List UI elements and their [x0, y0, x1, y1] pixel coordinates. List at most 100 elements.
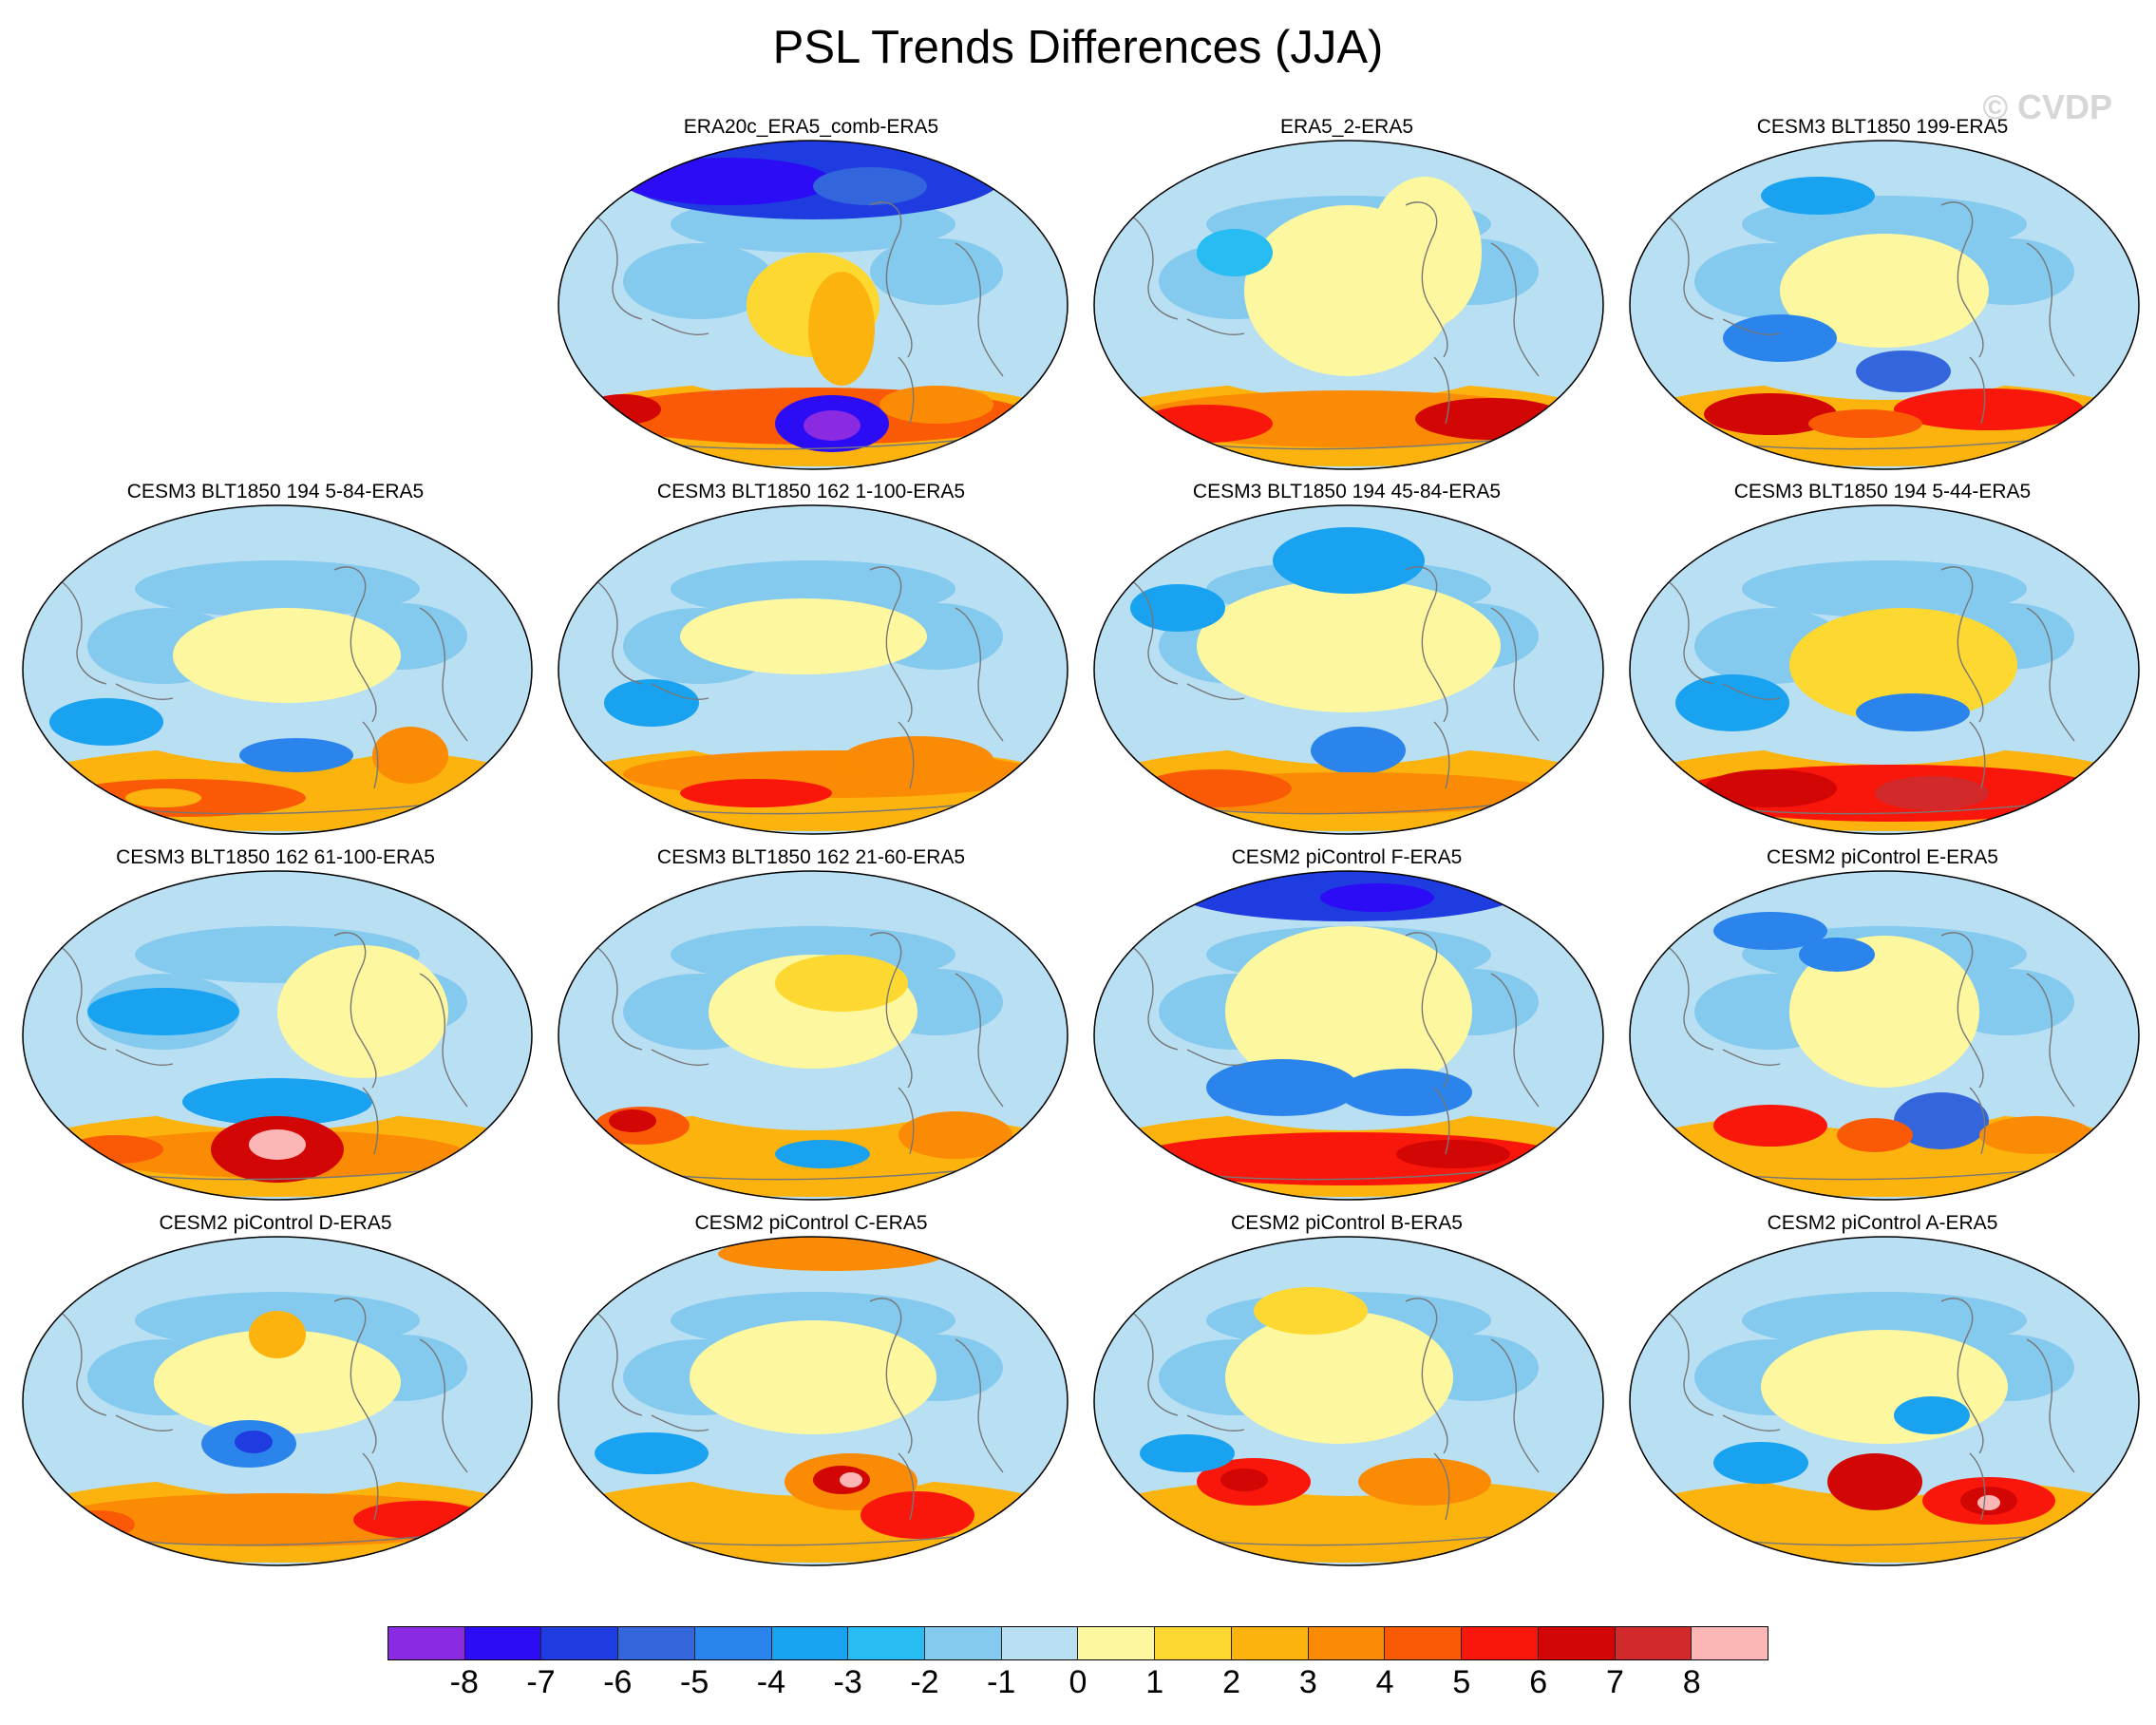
map-border: [1093, 870, 1604, 1201]
coastline: [419, 607, 468, 742]
map-panel: CESM2 piControl D-ERA5: [9, 1212, 541, 1583]
panel-title: CESM2 piControl B-ERA5: [1231, 1212, 1463, 1234]
coastline: [1405, 566, 1448, 723]
coastline: [1969, 1452, 1986, 1521]
map-panel: CESM3 BLT1850 162 61-100-ERA5: [9, 846, 541, 1217]
coastline: [1969, 721, 1986, 789]
colorbar-label: 1: [1145, 1664, 1164, 1700]
map-canvas: [558, 870, 1069, 1201]
coastline: [1490, 1338, 1540, 1473]
map-panel: CESM2 piControl C-ERA5: [545, 1212, 1077, 1583]
coastline: [1490, 607, 1540, 742]
colorbar-label: 5: [1452, 1664, 1471, 1700]
contour-region: [49, 698, 163, 746]
colorbar-label: 7: [1605, 1664, 1624, 1700]
contour-region: [1979, 1116, 2093, 1154]
map-canvas: [1093, 504, 1604, 835]
map-border: [558, 870, 1069, 1201]
coastline: [651, 318, 709, 335]
coastline: [115, 1049, 174, 1066]
map-canvas: [22, 504, 533, 835]
contour-region: [861, 1491, 974, 1539]
colorbar-box: [694, 1627, 772, 1659]
map-border: [558, 1236, 1069, 1566]
map-canvas: [558, 140, 1069, 470]
coastline: [1433, 721, 1450, 789]
coastline: [58, 578, 107, 685]
contour-region: [1894, 389, 2084, 430]
map-panel: CESM3 BLT1850 194 45-84-ERA5: [1081, 481, 1613, 851]
contour-region: [59, 1510, 135, 1539]
contour-region: [353, 1501, 486, 1539]
contour-region: [235, 1431, 273, 1453]
contour-region: [1273, 527, 1425, 594]
watermark: © CVDP: [1982, 87, 2112, 126]
contour-region: [1713, 1442, 1808, 1484]
contour-region: [1761, 177, 1875, 215]
coastline: [2026, 607, 2075, 742]
colorbar-box: [541, 1627, 619, 1659]
coastline: [594, 944, 643, 1051]
contour-region: [135, 560, 420, 617]
map-border: [22, 1236, 533, 1566]
coastline: [898, 1087, 915, 1155]
contour-region: [1808, 409, 1922, 438]
coastline: [1665, 944, 1714, 1051]
contour-region: [1704, 393, 1837, 435]
coastline: [362, 1452, 379, 1521]
contour-region: [813, 167, 927, 205]
contour-region: [840, 1472, 862, 1488]
map-border: [558, 504, 1069, 835]
colorbar-box: [1538, 1627, 1616, 1659]
colorbar-label: 6: [1529, 1664, 1548, 1700]
coastline: [651, 683, 709, 700]
colorbar-box: [464, 1627, 542, 1659]
map-panel: CESM2 piControl A-ERA5: [1617, 1212, 2148, 1583]
contour-region: [173, 608, 401, 703]
coastline: [869, 566, 913, 723]
colorbar-label: -1: [987, 1664, 1016, 1700]
map-border: [558, 140, 1069, 470]
contour-region: [249, 1129, 306, 1160]
colorbar-box: [1615, 1627, 1693, 1659]
coastline: [869, 932, 913, 1089]
colorbar-label: 0: [1069, 1664, 1087, 1700]
contour-region: [609, 1109, 656, 1132]
map-border: [1629, 870, 2140, 1201]
contour-region: [1789, 936, 1979, 1088]
map-canvas: [1093, 140, 1604, 470]
map-panel: CESM3 BLT1850 162 1-100-ERA5: [545, 481, 1077, 851]
contour-region: [372, 727, 448, 784]
coastline: [2026, 973, 2075, 1108]
map-border: [1093, 504, 1604, 835]
contour-region: [68, 1135, 163, 1164]
contour-region: [1254, 1287, 1368, 1335]
colorbar-label: 2: [1222, 1664, 1241, 1700]
coastline: [1405, 201, 1448, 358]
coastline: [1722, 683, 1781, 700]
coastline: [1129, 1310, 1179, 1416]
contour-region: [277, 945, 448, 1078]
panel-title: CESM2 piControl C-ERA5: [694, 1212, 928, 1234]
panel-title: CESM2 piControl E-ERA5: [1767, 846, 1998, 868]
panel-title: CESM2 piControl F-ERA5: [1231, 846, 1463, 868]
contour-region: [1799, 938, 1875, 972]
coastline: [419, 973, 468, 1108]
coastline: [1969, 1087, 1986, 1155]
colorbar-label: 8: [1682, 1664, 1701, 1700]
map-canvas: [22, 1236, 533, 1566]
contour-region: [808, 272, 875, 386]
contour-region: [1837, 1118, 1913, 1152]
contour-region: [125, 788, 201, 807]
coastline: [955, 242, 1004, 377]
contour-region: [87, 988, 239, 1035]
contour-region: [182, 1078, 372, 1126]
colorbar-label: -4: [756, 1664, 785, 1700]
coastline: [955, 1338, 1004, 1473]
panel-title: CESM3 BLT1850 194 5-44-ERA5: [1733, 481, 2032, 502]
coastline: [1129, 578, 1179, 685]
colorbar-label: -5: [679, 1664, 709, 1700]
colorbar-box: [848, 1627, 926, 1659]
contour-region: [1197, 579, 1501, 712]
panel-title: CESM3 BLT1850 162 1-100-ERA5: [656, 481, 966, 502]
